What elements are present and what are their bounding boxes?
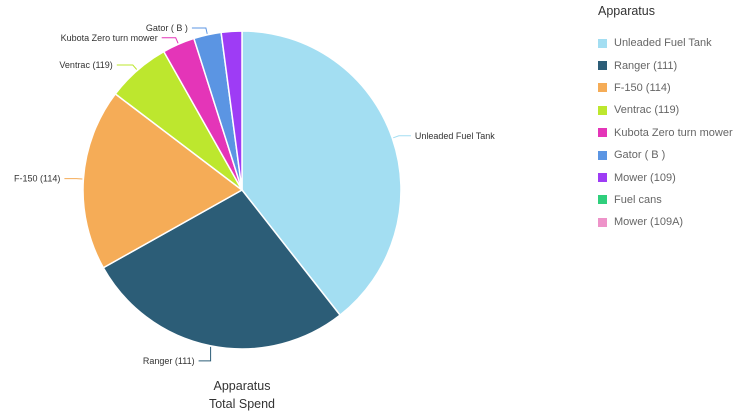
leader-line-gator-b — [191, 27, 208, 34]
legend-swatch — [598, 173, 607, 183]
slice-label-kubota-zero-turn-mower: Kubota Zero turn mower — [61, 33, 158, 43]
leader-line-ventrac-119 — [116, 64, 138, 70]
legend-swatch — [598, 38, 607, 48]
chart-caption-line1: Apparatus — [214, 379, 271, 393]
legend-item-mower-109[interactable]: Mower (109) — [598, 166, 734, 188]
legend-item-mower-109a[interactable]: Mower (109A) — [598, 211, 734, 233]
legend-item-gator-b[interactable]: Gator ( B ) — [598, 144, 734, 166]
chart-caption-line2: Total Spend — [209, 397, 275, 411]
slice-label-gator-b: Gator ( B ) — [146, 23, 188, 33]
legend-label: Mower (109) — [614, 171, 676, 184]
legend-swatch — [598, 128, 607, 138]
legend-label: Mower (109A) — [614, 216, 684, 229]
legend-label: Unleaded Fuel Tank — [614, 37, 712, 50]
legend-swatch — [598, 61, 607, 71]
legend-item-fuel-cans[interactable]: Fuel cans — [598, 189, 734, 211]
leader-line-unleaded-fuel-tank — [393, 135, 411, 139]
leader-line-kubota-zero-turn-mower — [161, 37, 179, 44]
slice-labels: Unleaded Fuel Tank Ranger (111) F-150 (114… — [14, 23, 495, 366]
pie-slice-f-150-114[interactable] — [82, 92, 244, 269]
slice-label-unleaded-fuel-tank: Unleaded Fuel Tank — [415, 131, 495, 141]
pie-slice-unleaded-fuel-tank[interactable] — [241, 30, 402, 317]
legend-label: Fuel cans — [614, 193, 662, 206]
chart-legend: Apparatus Unleaded Fuel Tank Ranger (111)… — [598, 4, 734, 234]
slice-label-ventrac-119: Ventrac (119) — [59, 60, 112, 70]
legend-label: Gator ( B ) — [614, 149, 666, 162]
pie-slices — [82, 30, 402, 350]
legend-items: Unleaded Fuel Tank Ranger (111) F-150 (114… — [598, 32, 734, 234]
legend-swatch — [598, 83, 607, 93]
legend-item-kubota-zero-turn-mower[interactable]: Kubota Zero turn mower — [598, 122, 734, 144]
legend-swatch — [598, 217, 607, 227]
legend-swatch — [598, 105, 607, 115]
pie-slice-mower-109[interactable] — [220, 30, 243, 191]
legend-title: Apparatus — [598, 4, 655, 18]
legend-label: Ventrac (119) — [614, 104, 680, 117]
leader-line-ranger-111 — [198, 346, 212, 362]
legend-label: Ranger (111) — [614, 59, 678, 72]
legend-swatch — [598, 150, 607, 160]
legend-item-ranger-111[interactable]: Ranger (111) — [598, 54, 734, 76]
legend-label: Kubota Zero turn mower — [614, 126, 733, 139]
legend-item-unleaded-fuel-tank[interactable]: Unleaded Fuel Tank — [598, 32, 734, 54]
slice-label-f-150-114: F-150 (114) — [14, 174, 60, 184]
legend-item-ventrac-119[interactable]: Ventrac (119) — [598, 99, 734, 121]
legend-item-f-150-114[interactable]: F-150 (114) — [598, 77, 734, 99]
slice-label-ranger-111: Ranger (111) — [143, 356, 195, 366]
legend-label: F-150 (114) — [614, 81, 671, 94]
pie-slice-ranger-111[interactable] — [102, 189, 342, 350]
legend-swatch — [598, 195, 607, 205]
